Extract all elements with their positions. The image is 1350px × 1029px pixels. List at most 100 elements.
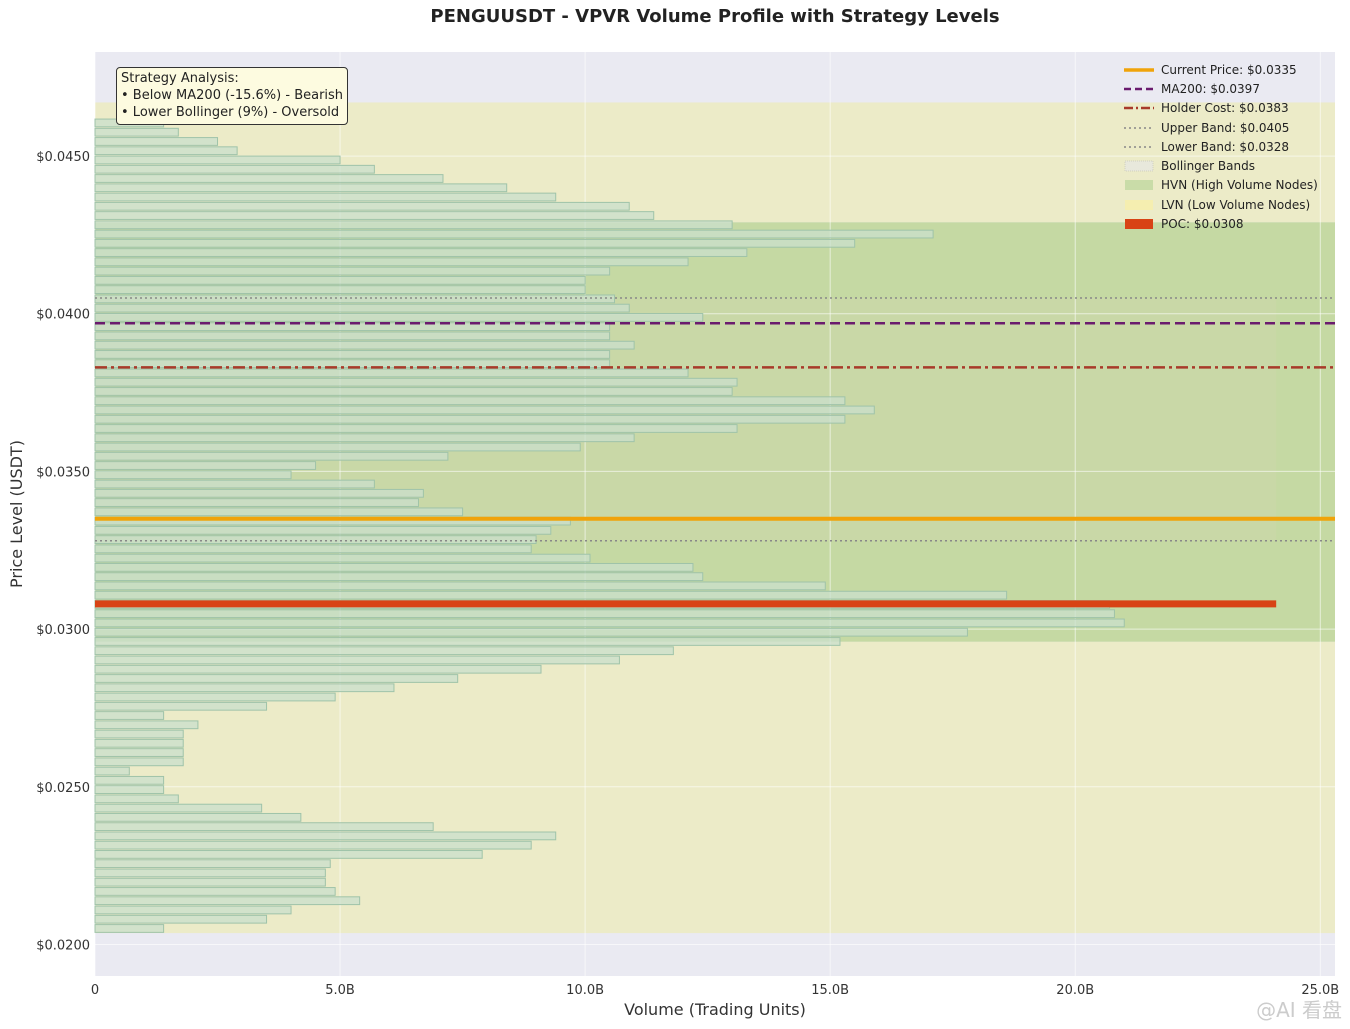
volume-bar [94,470,292,480]
y-tick-label: $0.0450 [36,150,90,165]
legend-item: Bollinger Bands [1124,156,1318,175]
legend-swatch [1124,141,1154,153]
volume-bar [94,211,655,220]
volume-bar [94,498,419,507]
volume-bar [94,794,179,804]
x-tick-label: 10.0B [566,983,604,998]
volume-bar [94,146,238,156]
volume-bar [94,720,199,730]
legend-item: HVN (High Volume Nodes) [1124,176,1318,195]
volume-bar [94,896,361,906]
volume-bar [94,729,184,739]
legend-swatch [1124,64,1154,76]
volume-bar [94,701,268,711]
volume-bar [94,192,557,202]
legend-swatch [1124,199,1154,211]
volume-bars [94,118,1125,933]
annotation-line-bollinger: • Lower Bollinger (9%) - Oversold [121,105,340,120]
volume-bar [94,479,375,489]
x-tick-label: 5.0B [325,983,355,998]
volume-bar [94,451,449,461]
legend-item: Upper Band: $0.0405 [1124,118,1318,137]
volume-bar [94,174,444,183]
poc-bar [95,600,1277,608]
legend-label: Lower Band: $0.0328 [1161,139,1290,154]
legend-item: Current Price: $0.0335 [1124,60,1318,79]
volume-bar [94,442,581,452]
volume-bar [94,674,459,683]
volume-bar [94,257,689,267]
y-tick-label: $0.0200 [36,938,90,953]
volume-bar [94,127,179,137]
legend-label: MA200: $0.0397 [1161,81,1260,96]
volume-bar [94,525,552,535]
y-tick-label: $0.0300 [36,623,90,638]
volume-bar [94,692,336,702]
x-tick-label: 0 [91,983,99,998]
volume-bar [94,562,694,572]
legend-swatch [1124,179,1154,191]
annotation-line-ma200: • Below MA200 (-15.6%) - Bearish [121,88,344,103]
x-tick-label: 20.0B [1056,983,1094,998]
volume-bar [94,637,841,646]
volume-bar [94,414,846,424]
volume-bar [94,812,302,822]
volume-bar [94,238,856,248]
volume-bar [94,822,434,832]
y-axis-ticks: $0.0200 $0.0250 $0.0300 $0.0350 $0.0400 $0.04… [36,150,90,953]
legend-label: POC: $0.0308 [1161,217,1244,232]
volume-bar [94,535,537,544]
legend-swatch [1124,218,1154,230]
volume-bar [94,609,1115,619]
volume-bar [94,877,326,887]
legend-swatch [1124,102,1154,114]
volume-bar [94,507,464,517]
volume-bar [94,905,292,915]
volume-bar [94,164,375,174]
volume-bar [94,775,165,785]
x-tick-label: 15.0B [811,983,849,998]
volume-bar [94,387,733,396]
volume-bar [94,655,620,665]
volume-bar [94,368,689,378]
y-tick-label: $0.0250 [36,781,90,796]
volume-bar [94,155,341,165]
legend: Current Price: $0.0335 MA200: $0.0397 Hold… [1124,60,1318,234]
volume-bar [94,868,326,878]
volume-bar [94,285,586,295]
volume-bar [94,461,317,470]
volume-bar [94,785,165,794]
volume-bar [94,618,1125,628]
volume-bar [94,424,738,433]
volume-bar [94,850,483,859]
annotation-title: Strategy Analysis: [121,71,239,86]
volume-bar [94,220,733,230]
legend-label: HVN (High Volume Nodes) [1161,178,1318,193]
x-axis-ticks: 0 5.0B 10.0B 15.0B 20.0B 25.0B [91,983,1339,998]
volume-bar [94,405,875,415]
legend-swatch [1124,83,1154,95]
volume-bar [94,748,184,757]
legend-swatch [1124,160,1154,172]
volume-bar [94,572,704,582]
legend-swatch [1124,122,1154,134]
legend-label: LVN (Low Volume Nodes) [1161,197,1311,212]
x-tick-label: 25.0B [1301,983,1339,998]
volume-bar [94,831,557,841]
volume-bar [94,183,508,193]
volume-bar [94,664,542,674]
volume-bar [94,433,635,443]
volume-bar [94,683,395,693]
volume-bar [94,331,611,341]
y-tick-label: $0.0350 [36,465,90,480]
volume-bar [94,248,748,257]
x-axis-label: Volume (Trading Units) [624,1000,806,1019]
volume-bar [94,887,336,896]
watermark: @AI 看盘 [1256,998,1342,1022]
volume-bar [94,738,184,748]
volume-bar [94,766,130,776]
volume-bar [94,590,1008,600]
volume-bar [94,924,165,933]
volume-bar [94,581,826,591]
